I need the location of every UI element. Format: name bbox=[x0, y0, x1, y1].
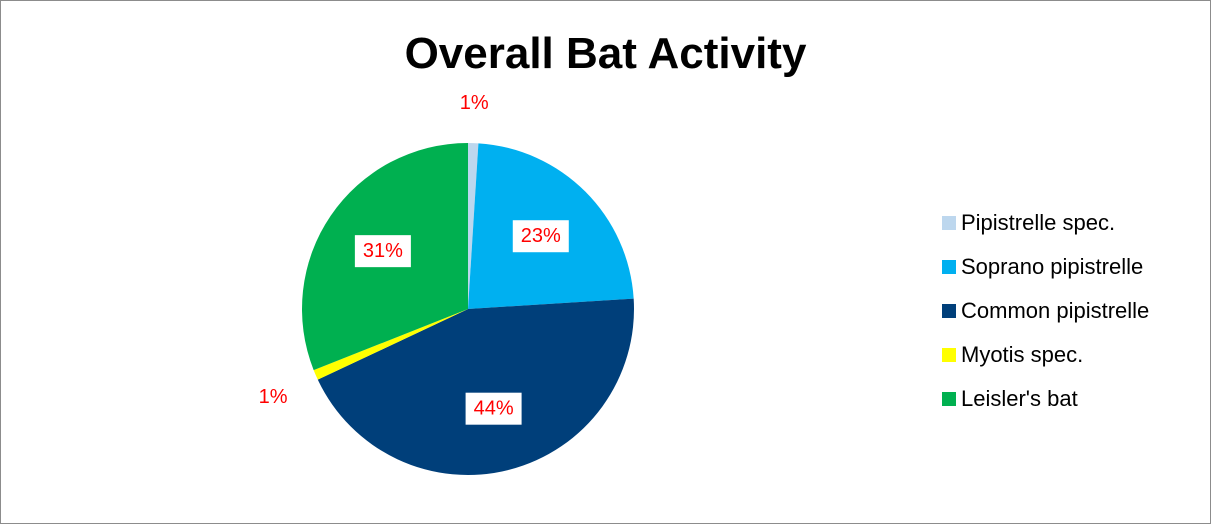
data-label-box bbox=[512, 220, 569, 253]
data-label-box bbox=[354, 235, 411, 268]
legend-swatch bbox=[942, 216, 956, 230]
legend-item: Soprano pipistrelle bbox=[942, 245, 1149, 289]
chart-title: Overall Bat Activity bbox=[404, 29, 807, 78]
data-label: 31% bbox=[363, 240, 403, 262]
data-label: 23% bbox=[521, 225, 561, 247]
legend-item: Myotis spec. bbox=[942, 333, 1149, 377]
legend-swatch bbox=[942, 348, 956, 362]
pie-slice bbox=[317, 298, 634, 475]
legend-item: Pipistrelle spec. bbox=[942, 201, 1149, 245]
legend-label: Leisler's bat bbox=[961, 386, 1078, 411]
legend-label: Soprano pipistrelle bbox=[961, 254, 1144, 279]
legend: Pipistrelle spec. Soprano pipistrelle Comm… bbox=[942, 201, 1149, 421]
legend-item: Common pipistrelle bbox=[942, 289, 1149, 333]
legend-swatch bbox=[942, 304, 956, 318]
data-label-box bbox=[465, 392, 522, 425]
legend-item: Leisler's bat bbox=[942, 377, 1149, 421]
legend-label: Pipistrelle spec. bbox=[961, 210, 1116, 235]
pie-slice bbox=[468, 143, 479, 309]
legend-swatch bbox=[942, 392, 956, 406]
pie-slice bbox=[313, 309, 468, 380]
data-label: 44% bbox=[474, 398, 514, 420]
legend-label: Common pipistrelle bbox=[961, 298, 1150, 323]
legend-label: Myotis spec. bbox=[961, 342, 1084, 367]
data-label: 1% bbox=[259, 386, 288, 408]
legend-swatch bbox=[942, 260, 956, 274]
data-label: 1% bbox=[460, 92, 489, 114]
